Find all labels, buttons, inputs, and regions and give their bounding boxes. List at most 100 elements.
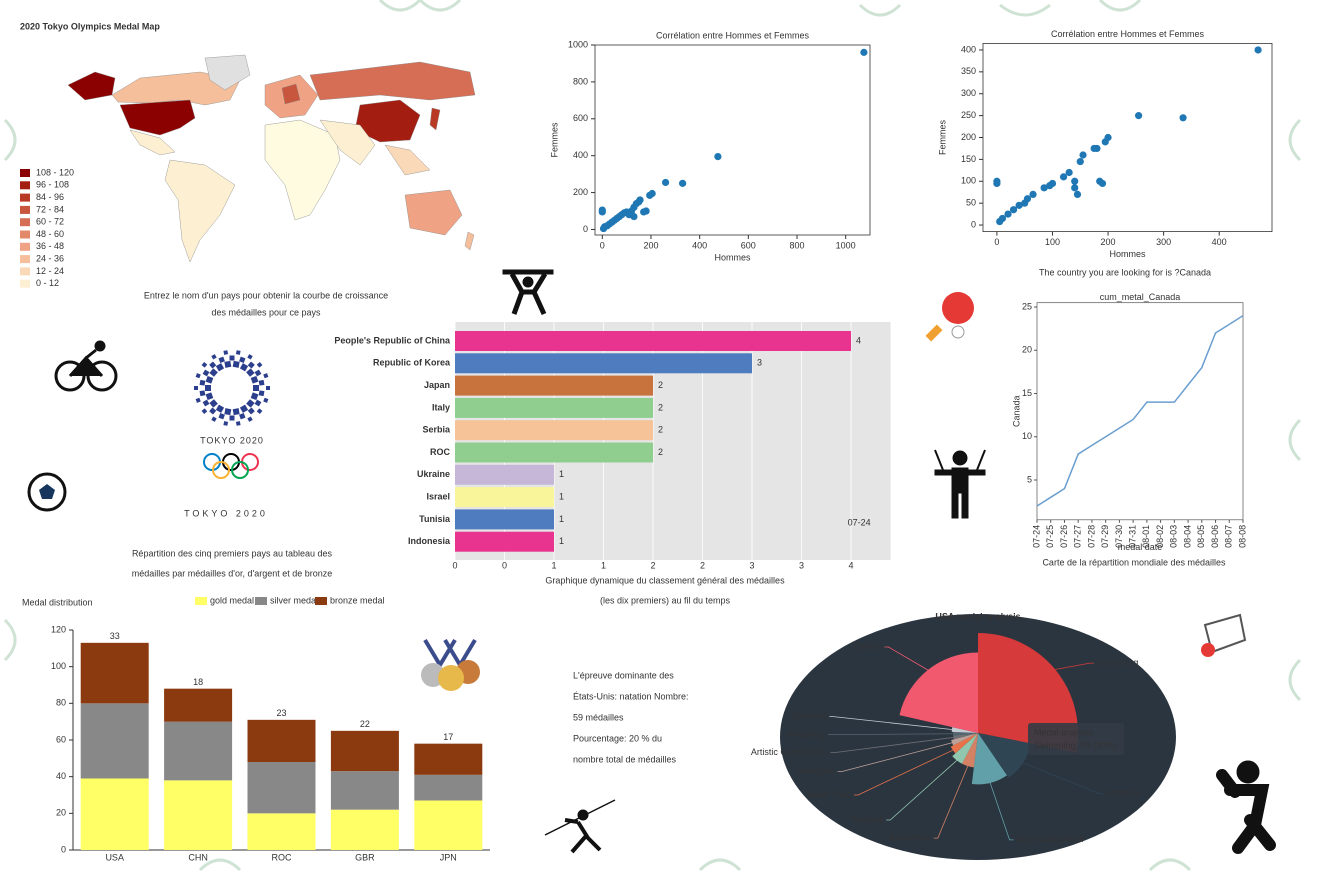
scatter-point xyxy=(1004,210,1012,218)
legend-label: 84 - 96 xyxy=(36,192,64,202)
emblem-check xyxy=(247,407,255,415)
bar-segment xyxy=(330,730,399,772)
y-tick-label: 40 xyxy=(56,771,66,781)
emblem-check xyxy=(235,421,241,426)
slice-label: Athletics xyxy=(1106,788,1141,798)
tokyo-emblem xyxy=(194,350,270,426)
category-label: Japan xyxy=(424,380,450,390)
emblem-check xyxy=(209,407,217,415)
y-tick-label: 25 xyxy=(1022,301,1032,311)
rose-wedge xyxy=(953,733,978,740)
emblem-check xyxy=(246,368,255,377)
emblem-check xyxy=(250,392,259,401)
scatter-point xyxy=(640,208,648,216)
value-label: 1 xyxy=(559,514,564,524)
rose-wedge xyxy=(950,733,978,754)
scatter-point xyxy=(1071,177,1079,185)
emblem-check xyxy=(229,355,235,361)
scatter-point xyxy=(1090,144,1098,153)
bar xyxy=(455,375,653,396)
value-label: 1 xyxy=(559,536,564,546)
emblem-check xyxy=(215,404,225,413)
x-tick-label: 3 xyxy=(799,560,804,570)
y-tick-label: 50 xyxy=(966,198,976,208)
olympic-rings xyxy=(203,453,259,479)
emblem-check xyxy=(199,390,206,397)
legend-swatch xyxy=(20,255,30,264)
x-tick-label: 07-26 xyxy=(1059,525,1069,548)
bar-segment xyxy=(330,771,399,810)
x-axis-label: Hommes xyxy=(714,252,751,262)
y-tick-label: 5 xyxy=(1027,474,1032,484)
legend-swatch xyxy=(20,218,30,227)
category-label: Tunisia xyxy=(419,514,451,524)
value-label: 2 xyxy=(658,425,663,435)
scatter-point xyxy=(1071,184,1079,192)
x-tick-label: 3 xyxy=(749,560,754,570)
x-tick-label: 300 xyxy=(1156,237,1171,247)
scatter-point xyxy=(1040,184,1048,192)
legend-label: 12 - 24 xyxy=(36,266,64,276)
bar-segment xyxy=(414,743,483,775)
x-tick-label: ROC xyxy=(272,852,293,862)
category-label: People's Republic of China xyxy=(334,335,451,345)
y-tick-label: 60 xyxy=(56,734,66,744)
value-label: 2 xyxy=(658,402,663,412)
bar xyxy=(455,464,554,485)
scatter-point xyxy=(860,48,868,56)
label-line xyxy=(886,760,958,821)
emblem-check xyxy=(254,399,262,407)
emblem-check xyxy=(250,375,259,384)
emblem-check xyxy=(232,408,240,416)
race-caption: (les dix premiers) au fil du temps xyxy=(600,595,731,605)
x-tick-label: 1 xyxy=(551,560,556,570)
category-label: ROC xyxy=(430,447,451,457)
emblem-check xyxy=(209,399,218,408)
scatter-point xyxy=(1059,173,1068,181)
legend-swatch xyxy=(195,597,207,605)
y-axis-label: Canada xyxy=(1011,395,1021,427)
distribution-caption: Répartition des cinq premiers pays au ta… xyxy=(132,548,333,558)
emblem-check xyxy=(247,354,253,360)
emblem-check xyxy=(211,416,217,422)
legend-swatch xyxy=(20,193,30,202)
chart-title: Corrélation entre Hommes et Femmes xyxy=(656,30,810,40)
data-label: 23 xyxy=(276,708,286,718)
label-line xyxy=(829,716,952,730)
usa-summary: nombre total de médailles xyxy=(573,754,677,764)
category-label: Israel xyxy=(426,491,450,501)
x-tick-label: 07-25 xyxy=(1045,525,1055,548)
emblem-check xyxy=(202,399,210,407)
sport-icons xyxy=(27,269,1276,854)
scatter-point xyxy=(1065,168,1073,177)
emblem-check xyxy=(202,369,210,377)
bar-segment xyxy=(164,721,233,781)
rose-wedge xyxy=(951,733,978,746)
emblem-check xyxy=(211,354,217,360)
x-tick-label: 0 xyxy=(600,240,605,250)
x-tick-label: 100 xyxy=(1045,237,1060,247)
x-tick-label: 1000 xyxy=(836,240,856,250)
slice-label: Shooting xyxy=(791,711,827,721)
legend-label: 60 - 72 xyxy=(36,217,64,227)
x-tick-label: JPN xyxy=(440,852,457,862)
scatter-point xyxy=(598,208,606,216)
bar-segment xyxy=(414,774,483,801)
x-tick-label: 0 xyxy=(994,237,999,247)
legend-swatch xyxy=(20,205,30,214)
x-tick-label: 07-30 xyxy=(1114,525,1124,548)
map-title: 2020 Tokyo Olympics Medal Map xyxy=(20,21,160,31)
y-tick-label: 120 xyxy=(51,624,66,634)
x-tick-label: 2 xyxy=(650,560,655,570)
emblem-check xyxy=(223,421,229,426)
rose-wedge xyxy=(962,733,978,768)
scatter-point xyxy=(599,224,608,233)
emblem-check xyxy=(263,373,269,379)
value-label: 2 xyxy=(658,447,663,457)
data-label: 33 xyxy=(110,631,120,641)
emblem-check xyxy=(224,408,232,416)
label-line xyxy=(989,782,1014,841)
bar-segment xyxy=(80,778,149,850)
scatter-point xyxy=(996,217,1004,226)
